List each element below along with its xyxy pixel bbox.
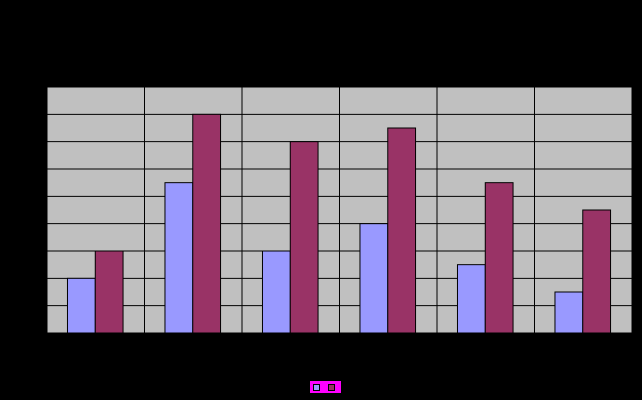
bar-series-2-category-6 xyxy=(582,209,612,334)
legend xyxy=(310,381,341,393)
bars xyxy=(66,113,612,334)
bar-series-1-category-2 xyxy=(164,182,194,334)
bar-series-1-category-6 xyxy=(554,291,584,334)
bar-series-2-category-5 xyxy=(484,182,514,334)
bar-series-2-category-4 xyxy=(387,127,417,334)
legend-entry-series-2 xyxy=(328,383,337,391)
legend-swatch-series-1 xyxy=(313,383,320,391)
legend-entry-series-1 xyxy=(313,383,322,391)
bar-series-1-category-3 xyxy=(261,250,291,334)
gridlines xyxy=(46,86,633,334)
bar-series-1-category-5 xyxy=(456,264,486,334)
bar-series-2-category-3 xyxy=(289,141,319,334)
bar-series-1-category-4 xyxy=(359,223,389,334)
bar-series-2-category-2 xyxy=(192,113,222,334)
bar-series-1-category-1 xyxy=(66,277,96,334)
bar-series-2-category-1 xyxy=(94,250,124,334)
legend-swatch-series-2 xyxy=(328,383,335,391)
